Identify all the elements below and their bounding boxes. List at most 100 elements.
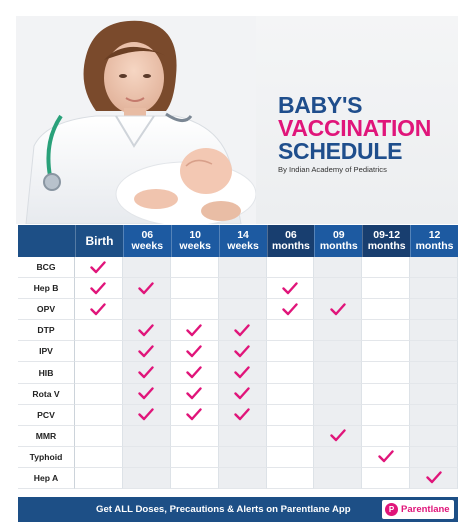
checkmark-icon xyxy=(186,366,202,379)
col-header-birth: Birth xyxy=(75,225,123,257)
title-line-2: VACCINATION xyxy=(278,115,432,141)
col-header-line2: months xyxy=(415,240,454,252)
schedule-cell xyxy=(75,299,123,321)
schedule-cell xyxy=(170,383,219,405)
schedule-cell xyxy=(410,299,458,321)
col-header-line1: 12 xyxy=(428,229,441,241)
table-row: OPV xyxy=(18,299,458,321)
checkmark-icon xyxy=(377,450,394,463)
schedule-cell xyxy=(218,320,267,342)
table-row: Hep A xyxy=(18,467,458,490)
vaccine-label: BCG xyxy=(18,257,75,279)
schedule-cell xyxy=(314,467,363,490)
nurse-holding-baby-photo xyxy=(16,16,256,224)
parentlane-logo-text: Parentlane xyxy=(401,504,450,515)
vaccine-label: PCV xyxy=(18,404,75,426)
schedule-cell xyxy=(218,362,267,384)
schedule-cell xyxy=(266,404,315,426)
table-row: Typhoid xyxy=(18,446,458,468)
schedule-cell xyxy=(266,341,315,363)
schedule-cell xyxy=(410,425,458,447)
schedule-cell xyxy=(266,425,315,447)
footer-banner: Get ALL Doses, Precautions & Alerts on P… xyxy=(18,497,458,522)
table-row: Hep B xyxy=(18,278,458,300)
vaccine-label: IPV xyxy=(18,341,75,363)
checkmark-icon xyxy=(186,345,202,358)
col-header-line1: 06 xyxy=(285,229,297,241)
schedule-cell xyxy=(362,257,411,279)
schedule-cell xyxy=(410,341,458,363)
title-line-1: BABY'S xyxy=(278,92,363,118)
schedule-cell xyxy=(218,299,267,321)
checkmark-icon xyxy=(234,387,250,400)
schedule-cell xyxy=(266,383,315,405)
header-corner xyxy=(18,225,75,257)
schedule-cell xyxy=(314,257,363,279)
table-row: DTP xyxy=(18,320,458,342)
schedule-cell xyxy=(314,341,363,363)
schedule-cell xyxy=(362,446,411,468)
table-row: HIB xyxy=(18,362,458,384)
schedule-cell xyxy=(170,257,219,279)
schedule-cell xyxy=(362,320,411,342)
table-row: PCV xyxy=(18,404,458,426)
checkmark-icon xyxy=(330,429,346,442)
schedule-cell xyxy=(314,404,363,426)
vaccine-label: OPV xyxy=(18,299,75,321)
vaccine-label: Typhoid xyxy=(18,446,75,468)
schedule-cell xyxy=(218,467,267,490)
schedule-cell xyxy=(75,362,123,384)
schedule-cell xyxy=(362,341,411,363)
col-header-line1: 09 xyxy=(332,229,345,241)
schedule-cell xyxy=(170,404,219,426)
table-row: Rota V xyxy=(18,383,458,405)
checkmark-icon xyxy=(138,324,155,337)
checkmark-icon xyxy=(138,387,155,400)
checkmark-icon xyxy=(186,324,202,337)
schedule-cell xyxy=(266,446,315,468)
checkmark-icon xyxy=(234,345,250,358)
checkmark-icon xyxy=(425,471,442,484)
schedule-cell xyxy=(170,341,219,363)
schedule-cell xyxy=(122,257,171,279)
table-body: BCG Hep B OPV DTP IPV HIB Rota V PCV MMR Typhoid H… xyxy=(18,257,458,490)
table-row: IPV xyxy=(18,341,458,363)
parentlane-logo[interactable]: P Parentlane xyxy=(382,500,454,519)
checkmark-icon xyxy=(138,281,155,294)
schedule-cell xyxy=(75,425,123,447)
schedule-cell xyxy=(410,383,458,405)
schedule-cell xyxy=(75,278,123,300)
checkmark-icon xyxy=(282,303,298,315)
schedule-cell xyxy=(314,362,363,384)
schedule-cell xyxy=(410,278,458,300)
hero-banner: BABY'S VACCINATION SCHEDULE By Indian Ac… xyxy=(16,16,458,224)
checkmark-icon xyxy=(234,366,250,379)
schedule-cell xyxy=(122,467,171,490)
schedule-cell xyxy=(75,404,123,426)
schedule-cell xyxy=(410,320,458,342)
vaccine-label: Hep A xyxy=(18,467,75,490)
schedule-cell xyxy=(218,383,267,405)
schedule-cell xyxy=(122,383,171,405)
checkmark-icon xyxy=(234,324,250,337)
schedule-cell xyxy=(218,425,267,447)
byline: By Indian Academy of Pediatrics xyxy=(278,165,387,174)
schedule-cell xyxy=(314,425,363,447)
schedule-cell xyxy=(170,425,219,447)
schedule-cell xyxy=(362,278,411,300)
checkmark-icon xyxy=(234,408,250,421)
col-header-line2: months xyxy=(319,240,358,252)
schedule-cell xyxy=(122,341,171,363)
schedule-cell xyxy=(266,467,315,490)
schedule-cell xyxy=(314,383,363,405)
schedule-cell xyxy=(75,320,123,342)
col-header-09-12-months: 09-12 months xyxy=(362,225,411,257)
schedule-cell xyxy=(218,278,267,300)
col-header-line1: 09-12 xyxy=(373,229,401,241)
checkmark-icon xyxy=(90,303,107,315)
schedule-cell xyxy=(170,446,219,468)
vaccination-table: Birth 06 weeks 10 weeks 14 weeks 06 mont… xyxy=(18,225,458,490)
schedule-cell xyxy=(122,446,171,468)
schedule-cell xyxy=(266,278,315,300)
schedule-cell xyxy=(170,362,219,384)
